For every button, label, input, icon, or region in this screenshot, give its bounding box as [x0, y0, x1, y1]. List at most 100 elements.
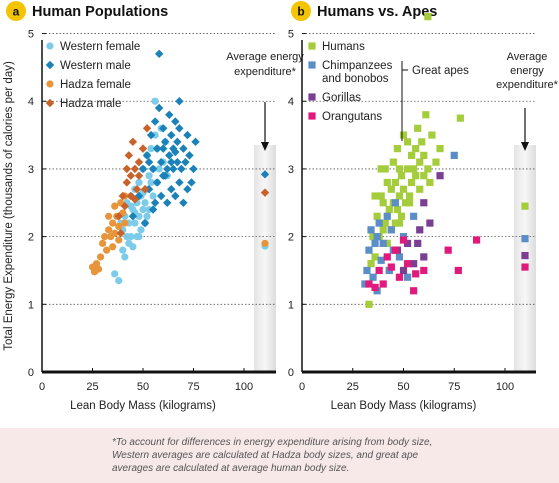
- average-label-line: Average: [507, 51, 548, 63]
- legend-label-line: Gorillas: [322, 92, 361, 104]
- data-point: [414, 124, 422, 132]
- x-axis-label: Lean Body Mass (kilograms): [331, 400, 477, 412]
- average-marker-hadza-male: [260, 188, 270, 197]
- data-point: [397, 212, 406, 220]
- data-point: [403, 138, 412, 146]
- data-point: [383, 239, 391, 247]
- chart-title: Human Populations: [32, 4, 168, 20]
- data-point: [147, 178, 155, 187]
- data-point: [150, 198, 160, 207]
- average-marker-chimpanzees-and-bonobos: [521, 235, 529, 243]
- data-point: [401, 199, 410, 207]
- data-point: [115, 277, 123, 285]
- footnote-panel: *To account for differences in energy ex…: [0, 428, 559, 483]
- data-point: [399, 236, 408, 244]
- data-point: [420, 172, 428, 180]
- data-point: [94, 265, 103, 273]
- data-point: [137, 226, 145, 234]
- data-point: [185, 151, 194, 160]
- data-point: [379, 239, 387, 247]
- data-point: [444, 246, 452, 254]
- data-point: [397, 172, 406, 180]
- data-point: [139, 205, 147, 214]
- data-point: [383, 212, 391, 220]
- data-point: [109, 243, 117, 251]
- data-point: [105, 226, 113, 234]
- legend-label: Western female: [60, 41, 140, 53]
- legend-label-line: and bonobos: [322, 73, 389, 85]
- data-point: [410, 260, 418, 268]
- data-point: [115, 222, 123, 231]
- y-tick-label: 0: [288, 367, 294, 379]
- data-point: [183, 130, 192, 140]
- x-tick-label: 25: [347, 381, 359, 393]
- data-point: [365, 300, 373, 308]
- legend-label-line: Hadza female: [60, 79, 131, 91]
- data-point: [171, 117, 180, 126]
- data-point: [408, 178, 416, 187]
- average-marker-gorillas: [521, 251, 529, 260]
- data-point: [134, 157, 144, 167]
- data-point: [379, 199, 387, 207]
- legend-marker: [45, 60, 55, 70]
- data-point: [391, 199, 399, 207]
- legend-marker: [308, 112, 316, 120]
- y-tick-label: 0: [28, 367, 34, 379]
- data-point: [134, 171, 144, 180]
- data-point: [111, 270, 119, 278]
- data-point: [424, 165, 432, 173]
- legend-label: Gorillas: [322, 92, 361, 104]
- data-point: [161, 171, 170, 180]
- data-point: [403, 165, 412, 173]
- data-point: [365, 246, 373, 254]
- data-point: [387, 185, 395, 193]
- data-point: [173, 157, 182, 167]
- data-point: [163, 164, 172, 174]
- data-point: [472, 236, 481, 244]
- legend-label-line: Western female: [60, 41, 140, 53]
- data-point: [403, 273, 412, 281]
- legend-label-line: Humans: [322, 41, 365, 53]
- data-point: [422, 111, 430, 119]
- data-point: [127, 233, 135, 241]
- data-point: [129, 243, 137, 251]
- data-point: [143, 212, 151, 220]
- data-point: [118, 191, 127, 201]
- data-point: [379, 226, 387, 234]
- data-point: [167, 185, 176, 194]
- legend-label: Western male: [60, 60, 131, 72]
- data-point: [154, 103, 164, 113]
- legend-marker: [308, 93, 316, 101]
- data-point: [173, 137, 182, 147]
- data-point: [124, 151, 134, 160]
- data-point: [416, 158, 424, 166]
- data-point: [420, 253, 428, 261]
- y-tick-label: 5: [288, 29, 294, 41]
- data-point: [403, 239, 412, 247]
- data-point: [391, 219, 399, 227]
- data-point: [428, 131, 436, 139]
- data-point: [167, 130, 176, 140]
- y-tick-label: 1: [288, 299, 294, 311]
- data-point: [140, 218, 150, 228]
- data-point: [179, 198, 188, 207]
- average-arrowhead: [521, 142, 529, 151]
- data-point: [126, 171, 136, 180]
- data-point: [395, 273, 404, 281]
- data-point: [371, 253, 379, 261]
- data-point: [395, 192, 404, 200]
- x-tick-label: 50: [137, 381, 149, 393]
- x-tick-label: 75: [187, 381, 199, 393]
- data-point: [103, 246, 111, 254]
- data-point: [387, 226, 395, 234]
- data-point: [389, 158, 397, 166]
- legend-label-line: Hadza male: [60, 98, 121, 110]
- data-point: [127, 202, 135, 210]
- legend-label: Hadza male: [60, 98, 121, 110]
- series-hadza-male: [114, 124, 152, 238]
- data-point: [375, 219, 383, 227]
- x-tick-label: 100: [235, 381, 253, 393]
- average-marker-western-male: [260, 170, 270, 179]
- data-point: [156, 157, 166, 167]
- data-point: [424, 13, 432, 21]
